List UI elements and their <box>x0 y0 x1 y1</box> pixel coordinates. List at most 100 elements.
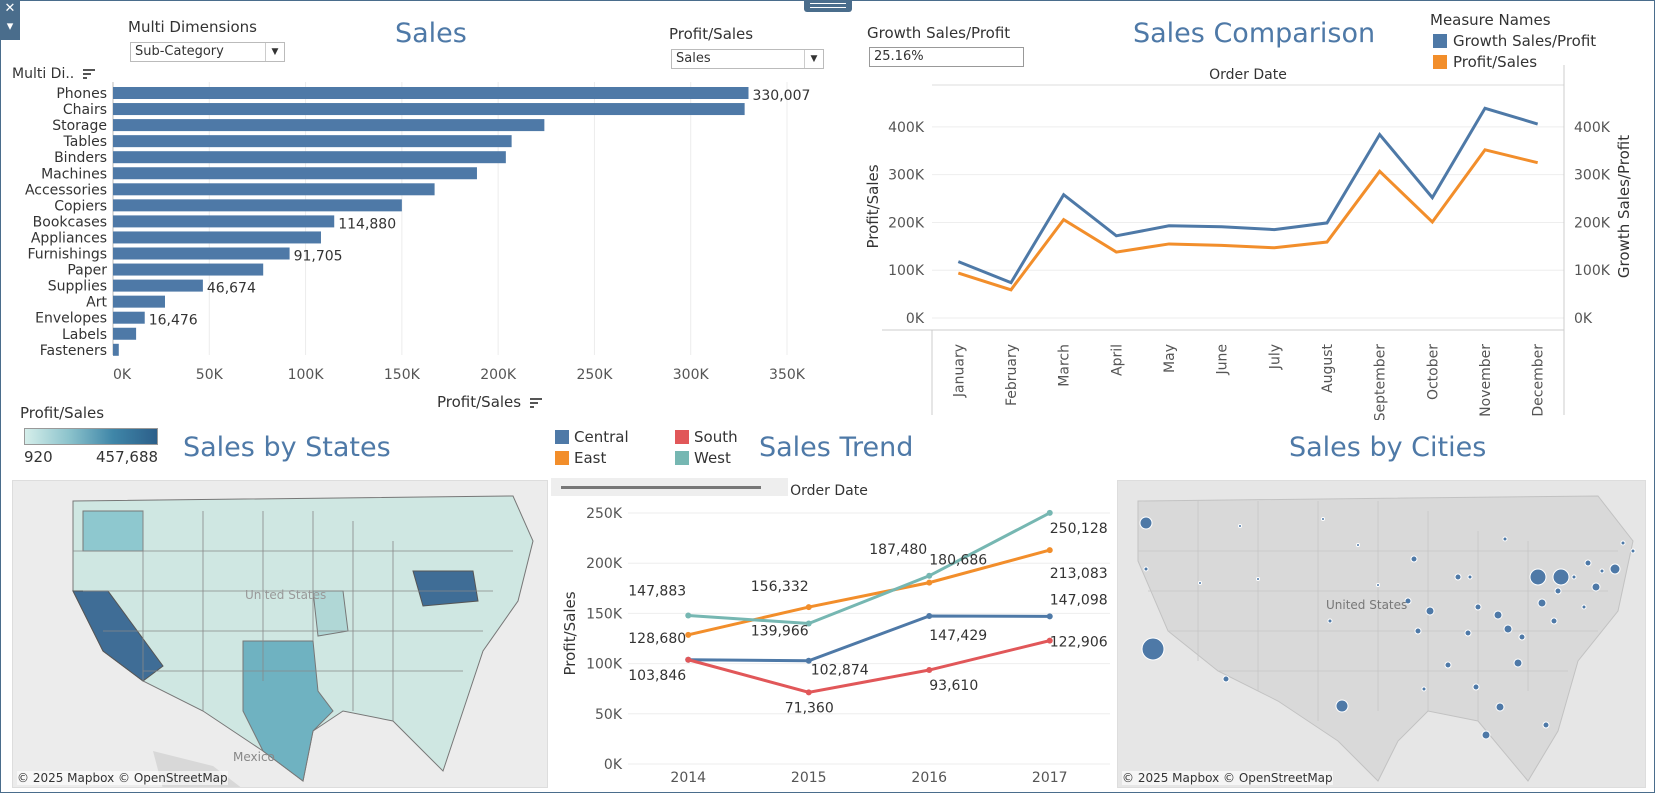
states-color-gradient <box>24 428 158 445</box>
legend-swatch-growth <box>1433 34 1447 48</box>
growth-label: Growth Sales/Profit <box>867 24 1011 42</box>
bar-data-label: 91,705 <box>294 249 343 265</box>
comparison-axis-top-label: Order Date <box>1209 67 1287 83</box>
bar-x-tick-label: 150K <box>384 367 421 383</box>
bar-category-label: Furnishings <box>27 247 107 263</box>
bar-category-label: Copiers <box>54 198 107 214</box>
trend-point-west <box>685 612 692 619</box>
comparison-y2-tick-label: 400K <box>1574 120 1611 136</box>
comparison-y-tick-label: 100K <box>888 263 925 279</box>
comparison-x-tick-label: September <box>1373 344 1389 420</box>
trend-data-label: 93,610 <box>929 678 978 694</box>
trend-title: Sales Trend <box>759 432 914 463</box>
legend-swatch-south <box>675 430 689 444</box>
bar-fasteners <box>113 343 119 356</box>
comparison-x-tick-label: October <box>1425 344 1441 400</box>
comparison-x-tick-label: July <box>1267 344 1283 370</box>
bar-tables <box>113 135 512 148</box>
trend-data-label: 128,680 <box>628 631 686 647</box>
trend-data-label: 147,429 <box>929 628 987 644</box>
cities-map-attribution[interactable]: © 2025 Mapbox © OpenStreetMap <box>1122 771 1333 785</box>
trend-data-label: 122,906 <box>1050 635 1108 651</box>
bar-category-label: Paper <box>67 263 107 279</box>
bar-x-tick-label: 350K <box>769 367 806 383</box>
comparison-x-tick-label: August <box>1320 343 1336 393</box>
bar-category-label: Binders <box>54 150 107 166</box>
legend-profit-sales-label[interactable]: Profit/Sales <box>1453 53 1538 71</box>
trend-point-west <box>926 572 933 579</box>
bar-category-label: Envelopes <box>35 311 107 327</box>
cities-map-canvas: United States <box>1118 481 1645 787</box>
sort-icon[interactable] <box>82 69 95 79</box>
comparison-x-tick-label: April <box>1109 344 1125 376</box>
comparison-x-tick-label: January <box>951 344 967 398</box>
bar-accessories <box>113 183 435 196</box>
bar-copiers <box>113 199 402 212</box>
trend-data-label: 180,686 <box>929 553 987 569</box>
trend-scrollbar-thumb[interactable] <box>561 486 761 489</box>
bar-data-label: 330,007 <box>752 88 810 104</box>
comparison-y2-tick-label: 100K <box>1574 263 1611 279</box>
legend-east-label[interactable]: East <box>574 449 607 467</box>
bar-axis-title-label: Profit/Sales <box>437 393 522 411</box>
cities-map[interactable]: United States © 2025 Mapbox © OpenStreet… <box>1117 480 1646 788</box>
trend-y-tick-label: 0K <box>604 757 623 773</box>
multi-dimensions-dropdown[interactable]: Sub-Category ▼ <box>130 42 285 62</box>
cities-us-label: United States <box>1326 598 1407 612</box>
comparison-y-tick-label: 400K <box>888 120 925 136</box>
measure-names-legend-title: Measure Names <box>1430 11 1551 29</box>
trend-scrollbar[interactable] <box>551 478 788 496</box>
bar-art <box>113 295 165 308</box>
trend-line-west <box>688 511 1051 626</box>
row-header[interactable]: Multi Di.. <box>12 66 95 82</box>
states-map-canvas: United States Mexico <box>13 481 547 787</box>
bar-appliances <box>113 231 321 244</box>
legend-swatch-west <box>675 451 689 465</box>
trend-data-label: 103,846 <box>628 668 686 684</box>
bar-x-tick-label: 0K <box>113 367 132 383</box>
legend-west-label[interactable]: West <box>694 449 731 467</box>
bar-category-label: Labels <box>62 327 107 343</box>
bar-chairs <box>113 103 745 116</box>
trend-point-south <box>685 656 692 663</box>
legend-growth-label[interactable]: Growth Sales/Profit <box>1453 32 1597 50</box>
bar-x-tick-label: 100K <box>288 367 325 383</box>
trend-point-east <box>926 579 933 586</box>
sort-icon[interactable] <box>529 397 542 408</box>
collapse-menu-button[interactable]: ✕ ▾ <box>0 0 20 40</box>
row-header-label: Multi Di.. <box>12 66 75 82</box>
bar-binders <box>113 151 506 164</box>
profit-sales-dropdown[interactable]: Sales ▼ <box>671 49 824 69</box>
legend-swatch-east <box>555 451 569 465</box>
trend-y-tick-label: 100K <box>586 657 623 673</box>
trend-x-tick-label: 2017 <box>1032 770 1068 786</box>
legend-central-label[interactable]: Central <box>574 428 629 446</box>
trend-point-south <box>1046 637 1053 644</box>
trend-y-axis-label: Profit/Sales <box>561 591 579 675</box>
comparison-y2-tick-label: 0K <box>1574 311 1593 327</box>
trend-point-west <box>1046 509 1053 516</box>
trend-y-tick-label: 200K <box>586 556 623 572</box>
bar-x-tick-label: 300K <box>673 367 710 383</box>
trend-data-label: 102,874 <box>811 663 869 679</box>
bar-category-label: Tables <box>63 134 108 150</box>
multi-dimensions-value: Sub-Category <box>135 44 224 59</box>
bar-category-label: Machines <box>41 166 107 182</box>
growth-input[interactable]: 25.16% <box>869 47 1024 67</box>
legend-south-label[interactable]: South <box>694 428 738 446</box>
trend-y-tick-label: 250K <box>586 506 623 522</box>
comparison-line-profit-sales <box>957 148 1539 292</box>
trend-point-east <box>805 604 812 611</box>
profit-sales-label: Profit/Sales <box>669 25 754 43</box>
states-map[interactable]: United States Mexico © 2025 Mapbox © Ope… <box>12 480 548 788</box>
trend-data-label: 250,128 <box>1050 521 1108 537</box>
bar-furnishings <box>113 247 290 260</box>
resize-grip-handle[interactable] <box>804 0 852 12</box>
legend-swatch-profit-sales <box>1433 55 1447 69</box>
bar-bookcases <box>113 215 335 228</box>
bar-envelopes <box>113 311 145 324</box>
states-map-attribution[interactable]: © 2025 Mapbox © OpenStreetMap <box>17 771 228 785</box>
comparison-x-tick-label: May <box>1162 344 1178 373</box>
bar-category-label: Accessories <box>25 182 107 198</box>
comparison-x-tick-label: November <box>1478 344 1494 417</box>
